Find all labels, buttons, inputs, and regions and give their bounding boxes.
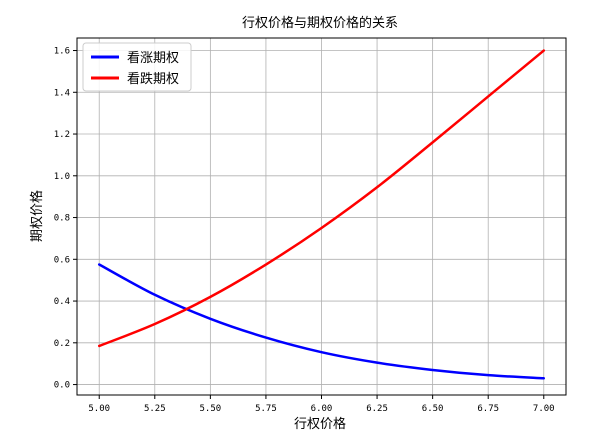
y-tick-label: 1.0	[54, 172, 70, 182]
y-axis-label: 期权价格	[29, 190, 45, 242]
y-tick-label: 0.6	[54, 255, 70, 265]
chart-title: 行权价格与期权价格的关系	[242, 15, 398, 31]
x-tick-label: 5.00	[88, 404, 110, 414]
grid	[77, 38, 566, 395]
x-tick-label: 6.00	[311, 404, 333, 414]
y-tick-label: 0.8	[54, 214, 70, 224]
legend-label-call: 看涨期权	[127, 50, 179, 66]
x-tick-label: 6.50	[422, 404, 444, 414]
x-tick-label: 6.25	[366, 404, 388, 414]
x-tick-label: 5.50	[200, 404, 222, 414]
legend: 看涨期权 看跌期权	[82, 42, 192, 92]
y-tick-label: 1.4	[54, 88, 70, 98]
y-tick-label: 0.4	[54, 297, 70, 307]
y-tick-label: 1.6	[54, 47, 70, 57]
x-tick-label: 5.25	[144, 404, 166, 414]
y-tick-label: 0.2	[54, 339, 70, 349]
series-lines	[97, 49, 546, 380]
x-axis-label: 行权价格	[294, 416, 346, 432]
x-axis: 5.00 5.25 5.50 5.75 6.00 6.25 6.50 6.75 7.00	[88, 395, 555, 414]
x-tick-label: 5.75	[255, 404, 277, 414]
y-tick-label: 1.2	[54, 130, 70, 140]
put-option-line	[97, 49, 546, 348]
y-axis: 0.0 0.2 0.4 0.6 0.8 1.0 1.2 1.4 1.6	[54, 47, 77, 391]
legend-label-put: 看跌期权	[127, 71, 179, 87]
call-option-line	[97, 263, 546, 380]
y-tick-label: 0.0	[54, 381, 70, 391]
x-tick-label: 7.00	[533, 404, 555, 414]
x-tick-label: 6.75	[477, 404, 499, 414]
